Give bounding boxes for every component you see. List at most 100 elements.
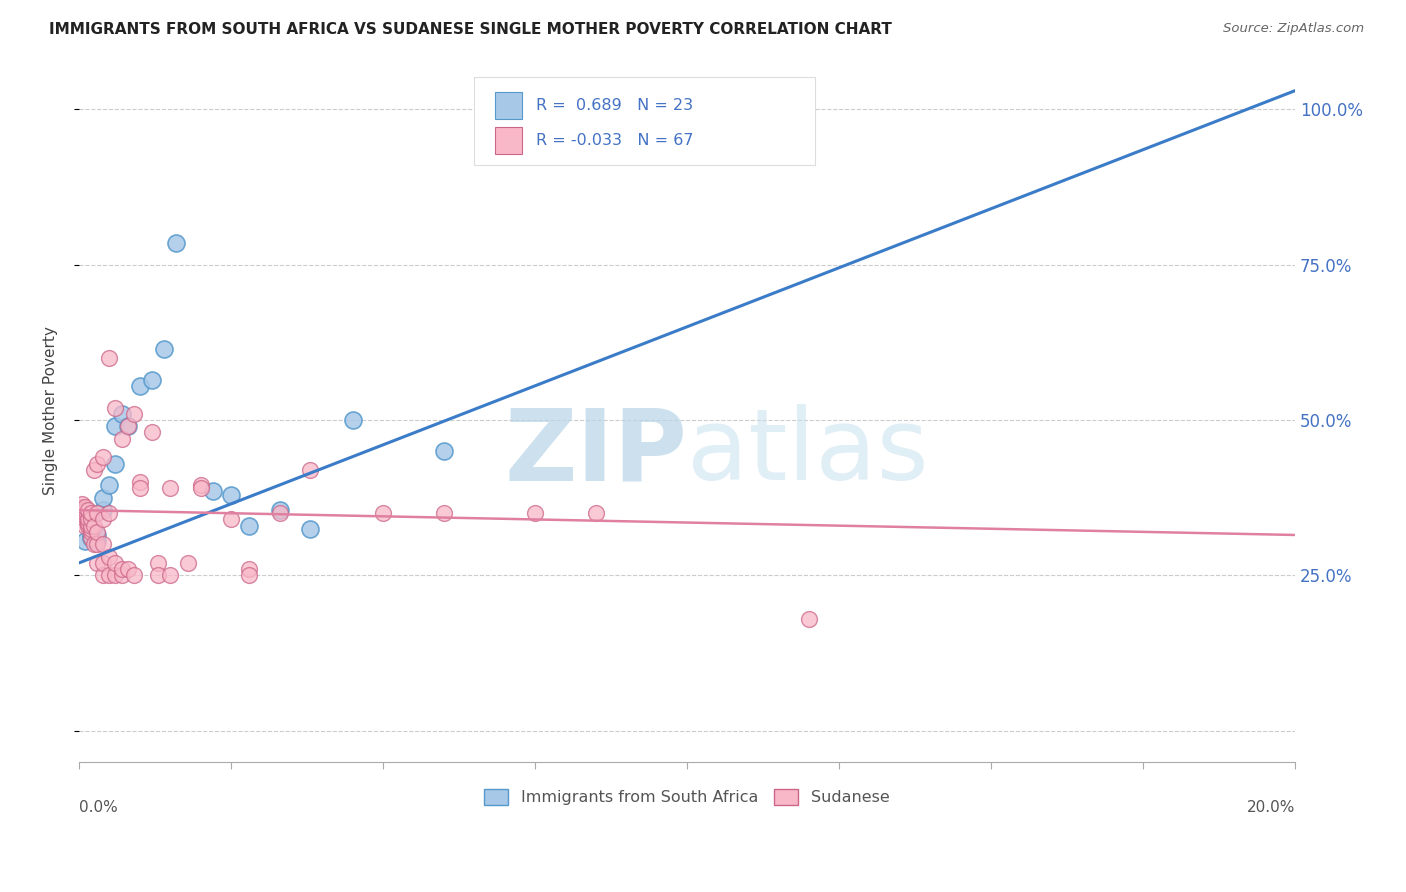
Point [91, 450, 114, 465]
Point [70, 497, 93, 511]
Point [73, 534, 96, 549]
Point [80, 522, 103, 536]
Point [110, 562, 132, 576]
Point [80, 531, 103, 545]
Y-axis label: Single Mother Poverty: Single Mother Poverty [44, 326, 58, 495]
Point [165, 235, 187, 250]
Point [91, 568, 114, 582]
Point [83, 463, 105, 477]
Point [141, 373, 163, 387]
Point [80, 512, 103, 526]
Point [104, 457, 127, 471]
Text: 0.0%: 0.0% [79, 800, 118, 815]
Point [80, 531, 103, 545]
Point [159, 568, 181, 582]
Point [86, 457, 108, 471]
Point [77, 512, 100, 526]
Point [70, 503, 93, 517]
Point [77, 516, 100, 530]
Point [153, 342, 176, 356]
Point [86, 534, 108, 549]
Point [141, 425, 163, 440]
Point [371, 506, 394, 520]
Point [190, 478, 212, 492]
Point [91, 537, 114, 551]
Point [269, 503, 291, 517]
Point [80, 506, 103, 520]
Point [523, 506, 546, 520]
Text: atlas: atlas [688, 404, 928, 501]
Point [83, 518, 105, 533]
Legend: Immigrants from South Africa, Sudanese: Immigrants from South Africa, Sudanese [477, 780, 898, 814]
Point [104, 419, 127, 434]
Point [117, 419, 139, 434]
Point [98, 478, 121, 492]
Point [128, 475, 150, 490]
FancyBboxPatch shape [474, 77, 814, 165]
Text: R = -0.033   N = 67: R = -0.033 N = 67 [536, 133, 693, 148]
Point [585, 506, 607, 520]
Point [83, 537, 105, 551]
Point [91, 556, 114, 570]
Point [104, 401, 127, 415]
Point [159, 481, 181, 495]
Point [86, 537, 108, 551]
Point [91, 503, 114, 517]
Point [73, 506, 96, 520]
Point [104, 556, 127, 570]
Point [342, 413, 364, 427]
Point [98, 351, 121, 365]
Point [73, 500, 96, 514]
Point [201, 484, 224, 499]
Point [104, 568, 127, 582]
Text: Source: ZipAtlas.com: Source: ZipAtlas.com [1223, 22, 1364, 36]
Point [433, 444, 456, 458]
Point [146, 568, 169, 582]
Point [70, 500, 93, 514]
Point [219, 487, 242, 501]
Point [73, 509, 96, 524]
Point [238, 562, 260, 576]
Point [80, 524, 103, 539]
Point [298, 463, 321, 477]
Point [122, 407, 145, 421]
Point [298, 522, 321, 536]
Point [91, 512, 114, 526]
Point [110, 407, 132, 421]
Point [91, 491, 114, 505]
Point [128, 379, 150, 393]
Point [177, 556, 200, 570]
Point [122, 568, 145, 582]
Point [117, 562, 139, 576]
Point [128, 481, 150, 495]
Point [86, 524, 108, 539]
Text: IMMIGRANTS FROM SOUTH AFRICA VS SUDANESE SINGLE MOTHER POVERTY CORRELATION CHART: IMMIGRANTS FROM SOUTH AFRICA VS SUDANESE… [49, 22, 891, 37]
Text: R =  0.689   N = 23: R = 0.689 N = 23 [536, 98, 693, 112]
Point [77, 518, 100, 533]
Point [86, 528, 108, 542]
Point [98, 549, 121, 564]
Point [73, 512, 96, 526]
Point [433, 506, 456, 520]
Point [238, 568, 260, 582]
Point [110, 432, 132, 446]
Text: 20.0%: 20.0% [1247, 800, 1295, 815]
FancyBboxPatch shape [495, 92, 522, 119]
FancyBboxPatch shape [495, 127, 522, 153]
Text: ZIP: ZIP [505, 404, 688, 501]
Point [190, 481, 212, 495]
Point [238, 518, 260, 533]
Point [86, 506, 108, 520]
Point [269, 506, 291, 520]
Point [98, 506, 121, 520]
Point [797, 612, 820, 626]
Point [110, 568, 132, 582]
Point [73, 518, 96, 533]
Point [73, 503, 96, 517]
Point [80, 518, 103, 533]
Point [86, 556, 108, 570]
Point [80, 528, 103, 542]
Point [98, 568, 121, 582]
Point [146, 556, 169, 570]
Point [219, 512, 242, 526]
